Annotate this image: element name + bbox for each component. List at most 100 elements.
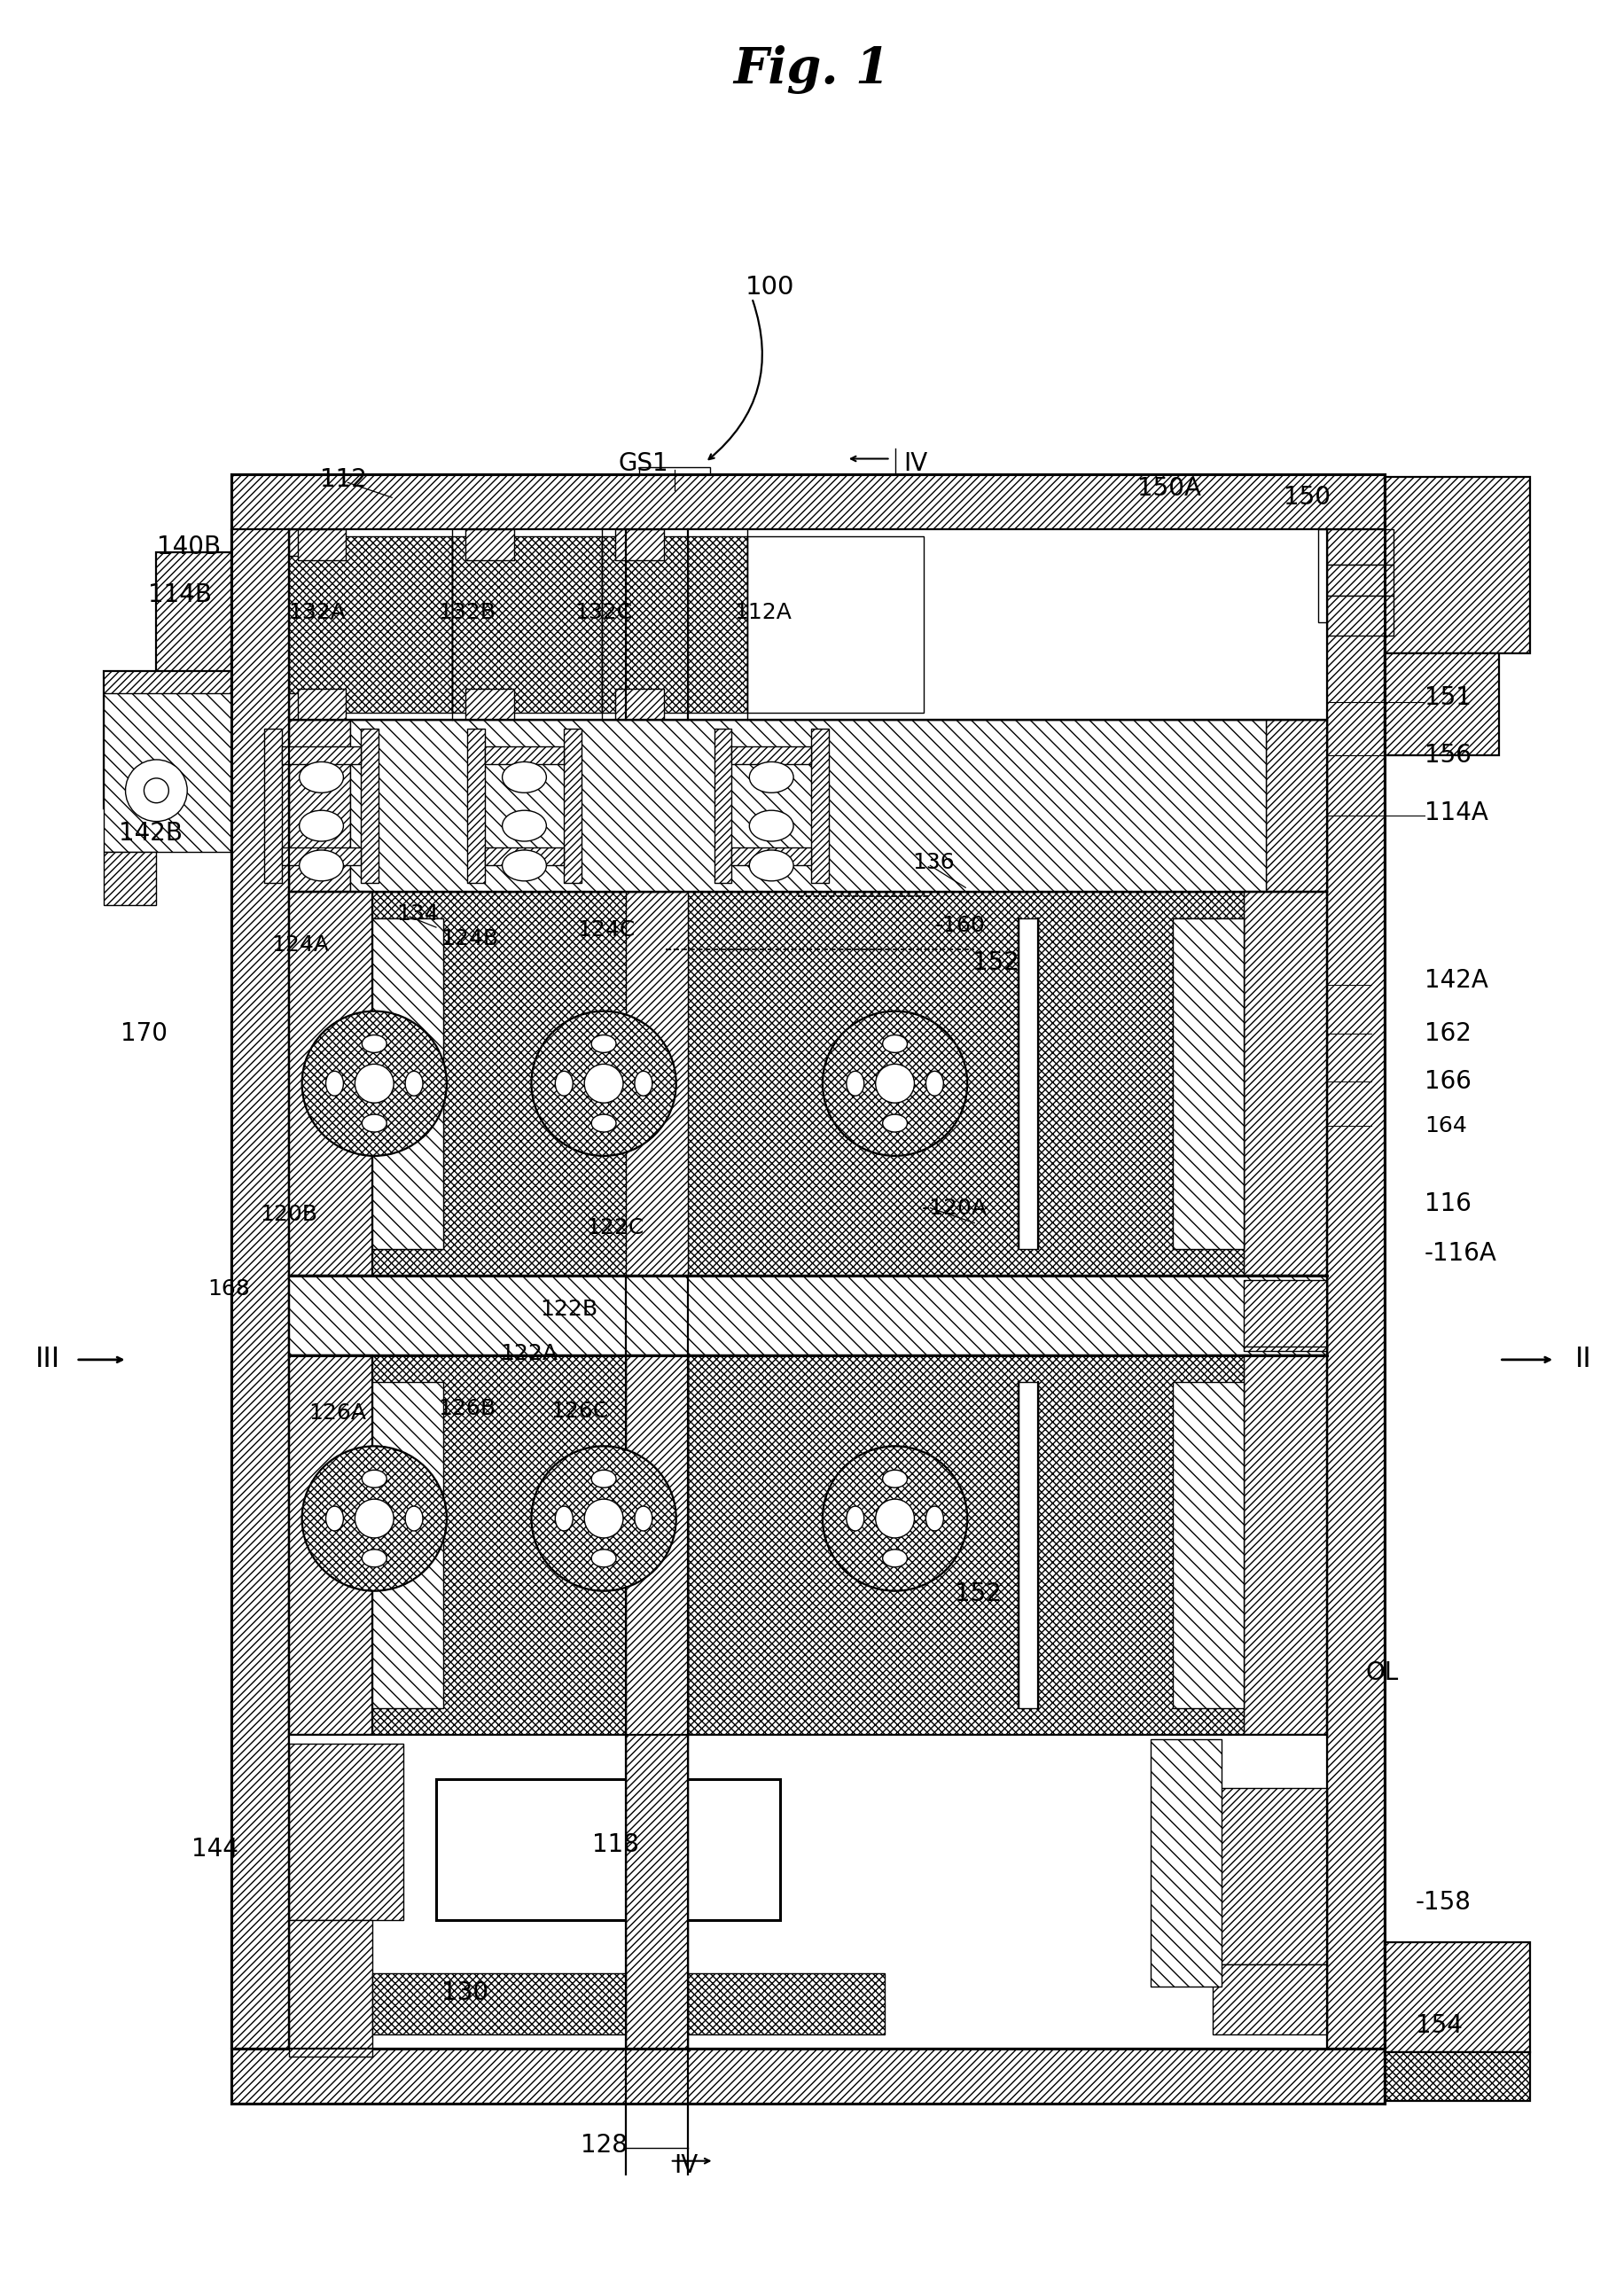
Circle shape: [585, 1500, 624, 1538]
Bar: [361, 729, 378, 884]
Text: 152: 152: [973, 950, 1018, 975]
Bar: [1265, 720, 1327, 893]
Bar: [281, 747, 361, 763]
Circle shape: [145, 779, 169, 802]
Text: 122C: 122C: [586, 1218, 643, 1238]
Circle shape: [531, 1011, 676, 1156]
Circle shape: [302, 1447, 447, 1590]
Bar: [1173, 1381, 1242, 1709]
Bar: [615, 529, 663, 561]
Ellipse shape: [591, 1036, 615, 1052]
Ellipse shape: [502, 811, 546, 841]
Bar: [1242, 893, 1327, 1277]
Bar: [289, 893, 372, 1277]
Bar: [289, 536, 451, 713]
Ellipse shape: [404, 1070, 422, 1095]
Bar: [464, 688, 513, 720]
Bar: [1212, 1788, 1327, 1965]
Text: OL: OL: [1364, 1661, 1398, 1686]
Text: 132C: 132C: [575, 602, 632, 623]
Text: 142A: 142A: [1424, 968, 1488, 993]
Ellipse shape: [299, 811, 343, 841]
Ellipse shape: [846, 1070, 864, 1095]
Circle shape: [531, 1447, 676, 1590]
Bar: [1018, 918, 1038, 1250]
Bar: [289, 693, 341, 720]
Bar: [104, 852, 156, 904]
Bar: [372, 1381, 443, 1709]
Bar: [289, 720, 1327, 893]
Bar: [435, 1779, 780, 1920]
Text: 162: 162: [1424, 1020, 1470, 1045]
Circle shape: [822, 1447, 966, 1590]
Text: 128: 128: [580, 2133, 627, 2158]
Bar: [231, 2049, 1384, 2104]
Ellipse shape: [325, 1070, 343, 1095]
Ellipse shape: [555, 1070, 573, 1095]
Text: 122A: 122A: [500, 1343, 557, 1363]
Bar: [466, 729, 484, 884]
Bar: [104, 673, 231, 809]
Text: -160: -160: [934, 916, 984, 936]
Text: III: III: [36, 1345, 60, 1375]
Bar: [1384, 1943, 1530, 2052]
Ellipse shape: [882, 1550, 906, 1568]
Ellipse shape: [591, 1550, 615, 1568]
Bar: [1327, 566, 1393, 595]
Bar: [289, 1743, 403, 1920]
Bar: [289, 720, 351, 893]
Bar: [281, 847, 361, 866]
Bar: [747, 536, 924, 713]
Bar: [289, 1736, 1327, 2049]
Text: 168: 168: [208, 1279, 250, 1300]
Text: -158: -158: [1415, 1890, 1470, 1915]
Circle shape: [875, 1500, 914, 1538]
Ellipse shape: [882, 1036, 906, 1052]
Text: IV: IV: [903, 452, 927, 477]
Text: 170: 170: [120, 1020, 167, 1045]
Ellipse shape: [749, 761, 793, 793]
Text: -116A: -116A: [1424, 1241, 1496, 1266]
Bar: [1242, 1281, 1327, 1352]
Bar: [638, 468, 710, 475]
Circle shape: [125, 759, 187, 822]
Bar: [156, 552, 231, 786]
Bar: [451, 536, 601, 713]
Ellipse shape: [299, 850, 343, 882]
Text: 136: 136: [913, 852, 955, 872]
Text: 164: 164: [1424, 1116, 1466, 1136]
Circle shape: [354, 1500, 393, 1538]
Text: 151: 151: [1424, 686, 1470, 711]
Ellipse shape: [404, 1506, 422, 1531]
Ellipse shape: [591, 1113, 615, 1131]
Bar: [351, 720, 1265, 893]
Ellipse shape: [591, 1470, 615, 1488]
Bar: [625, 1356, 687, 2049]
Bar: [1384, 2052, 1530, 2102]
Text: 150A: 150A: [1137, 477, 1200, 502]
Bar: [297, 688, 346, 720]
Ellipse shape: [926, 1070, 944, 1095]
Text: 112A: 112A: [734, 602, 791, 623]
Text: 150: 150: [1283, 486, 1330, 509]
Circle shape: [354, 1063, 393, 1102]
Text: IV: IV: [674, 2154, 698, 2179]
Text: 132A: 132A: [287, 602, 346, 623]
Bar: [1150, 1738, 1221, 1986]
Bar: [601, 536, 747, 713]
Bar: [1212, 1965, 1327, 2036]
Text: 132B: 132B: [438, 602, 495, 623]
Ellipse shape: [749, 850, 793, 882]
Bar: [372, 918, 443, 1250]
Text: 124C: 124C: [577, 920, 635, 941]
Bar: [297, 529, 346, 561]
Ellipse shape: [555, 1506, 573, 1531]
Text: 122B: 122B: [539, 1300, 598, 1320]
Text: II: II: [1574, 1345, 1590, 1375]
Text: 130: 130: [442, 1979, 489, 2004]
Text: -120A: -120A: [921, 1197, 986, 1218]
Bar: [484, 747, 564, 763]
Text: 112: 112: [320, 468, 367, 493]
Bar: [263, 729, 281, 884]
Text: GS1: GS1: [619, 452, 667, 477]
